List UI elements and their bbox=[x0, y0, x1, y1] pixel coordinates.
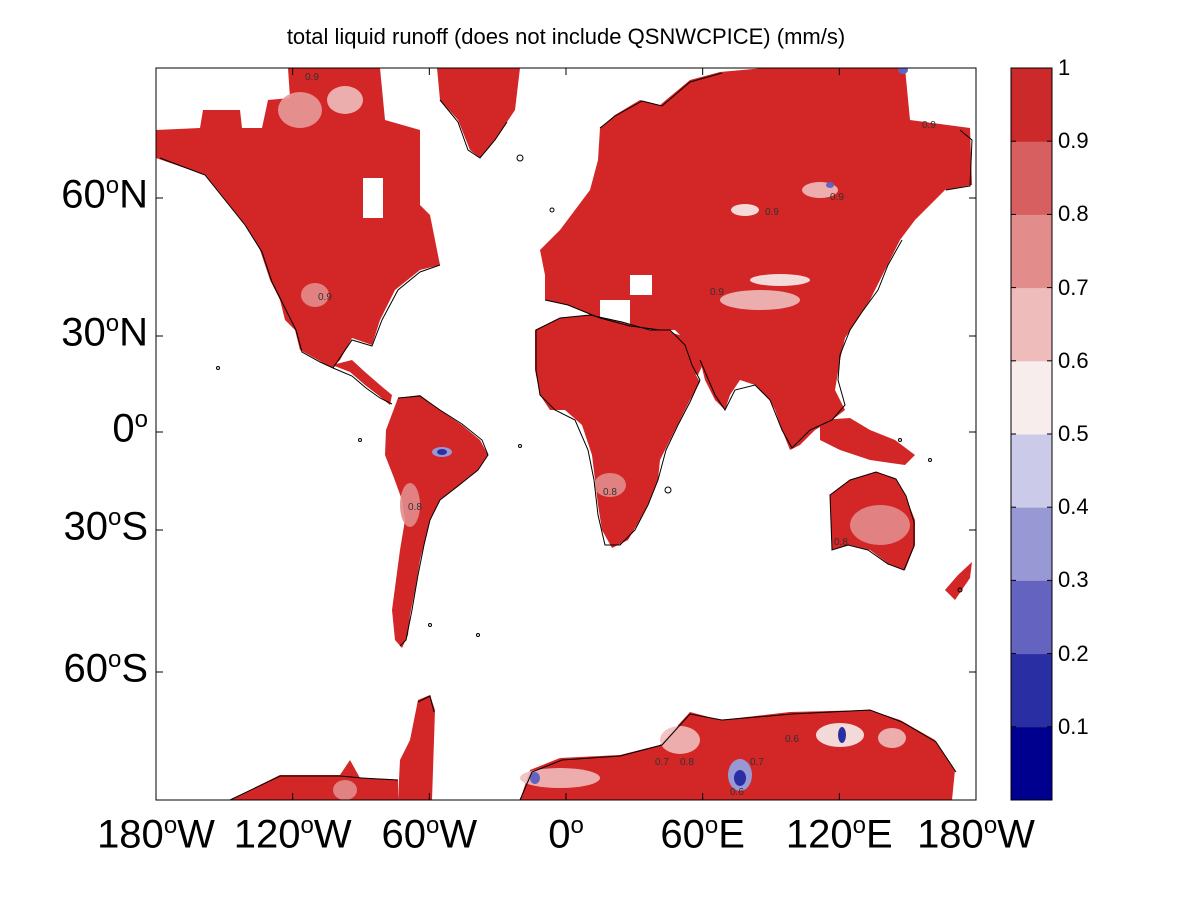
colorbar-segment bbox=[1011, 360, 1052, 435]
contour-label: 0.6 bbox=[730, 787, 744, 798]
colorbar-segment bbox=[1011, 141, 1052, 215]
contour-label: 0.9 bbox=[305, 72, 319, 83]
contour-label: 0.8 bbox=[603, 487, 617, 498]
colorbar-segment bbox=[1011, 68, 1052, 142]
antarctica-peninsula-land bbox=[398, 695, 435, 800]
contour-label: 0.9 bbox=[765, 207, 779, 218]
runoff-field: 0.9 0.9 0.9 0.9 0.9 0.9 0.8 0.8 0.8 0.8 … bbox=[156, 68, 973, 800]
colorbar-tick-label: 0.1 bbox=[1058, 713, 1089, 739]
contour-label: 0.8 bbox=[408, 502, 422, 513]
runoff-low-spots bbox=[432, 68, 908, 791]
colorbar-segment bbox=[1011, 580, 1052, 655]
longitude-label: 60oW bbox=[381, 812, 478, 857]
longitude-label: 180oW bbox=[917, 812, 1035, 857]
colorbar-tick-label: 1 bbox=[1058, 55, 1071, 80]
latitude-label: 30oN bbox=[61, 310, 148, 355]
longitude-label: 120oW bbox=[233, 812, 352, 857]
eurasia-land bbox=[540, 68, 972, 450]
islands bbox=[216, 154, 963, 637]
colorbar-tick-label: 0.6 bbox=[1058, 347, 1089, 373]
colorbar-segment bbox=[1011, 726, 1052, 801]
greenland-land bbox=[437, 68, 520, 158]
colorbar-tick-label: 0.4 bbox=[1058, 494, 1089, 520]
contour-label: 0.8 bbox=[680, 757, 694, 768]
contour-label: 0.9 bbox=[922, 120, 936, 131]
colorbar-segment bbox=[1011, 653, 1052, 728]
latitude-label: 30oS bbox=[63, 504, 148, 549]
axis-ticks bbox=[155, 68, 977, 800]
contour-labels: 0.9 0.9 0.9 0.9 0.9 0.9 0.8 0.8 0.8 0.8 … bbox=[305, 72, 936, 798]
colorbar-tick-label: 0.9 bbox=[1058, 128, 1089, 154]
latitude-label: 0o bbox=[112, 406, 148, 451]
south-america-land bbox=[385, 395, 488, 648]
runoff-gradient-patches bbox=[278, 86, 910, 800]
contour-label: 0.9 bbox=[830, 192, 844, 203]
contour-label: 0.6 bbox=[785, 734, 799, 745]
coastlines bbox=[159, 72, 973, 800]
colorbar-tick-label: 0.5 bbox=[1058, 421, 1089, 446]
africa-land bbox=[535, 315, 700, 548]
new-zealand-land bbox=[945, 562, 972, 600]
arabia-land bbox=[662, 330, 705, 375]
longitude-label: 60oE bbox=[660, 812, 745, 857]
colorbar bbox=[1010, 67, 1053, 801]
contour-label: 0.9 bbox=[318, 292, 332, 303]
colorbar-tick-label: 0.7 bbox=[1058, 274, 1089, 300]
contour-label: 0.7 bbox=[750, 757, 764, 768]
central-america-land bbox=[332, 360, 392, 405]
colorbar-tick-label: 0.3 bbox=[1058, 567, 1089, 593]
longitude-label: 0o bbox=[548, 812, 584, 857]
contour-label: 0.7 bbox=[655, 757, 669, 768]
contour-label: 0.9 bbox=[710, 287, 724, 298]
se-asia-islands-land bbox=[820, 418, 915, 465]
north-america-land bbox=[156, 68, 440, 368]
map-title: total liquid runoff (does not include QS… bbox=[286, 24, 846, 49]
contour-label: 0.8 bbox=[834, 537, 848, 548]
colorbar-segment bbox=[1011, 507, 1052, 581]
colorbar-segment bbox=[1011, 214, 1052, 289]
colorbar-segment bbox=[1011, 287, 1052, 362]
longitude-label: 120oE bbox=[785, 812, 893, 857]
latitude-label: 60oN bbox=[61, 172, 148, 217]
longitude-label: 180oW bbox=[97, 812, 215, 857]
latitude-label: 60oS bbox=[63, 646, 148, 691]
colorbar-segment bbox=[1011, 434, 1052, 508]
colorbar-tick-label: 0.2 bbox=[1058, 640, 1089, 666]
colorbar-tick-label: 0.8 bbox=[1058, 201, 1089, 227]
